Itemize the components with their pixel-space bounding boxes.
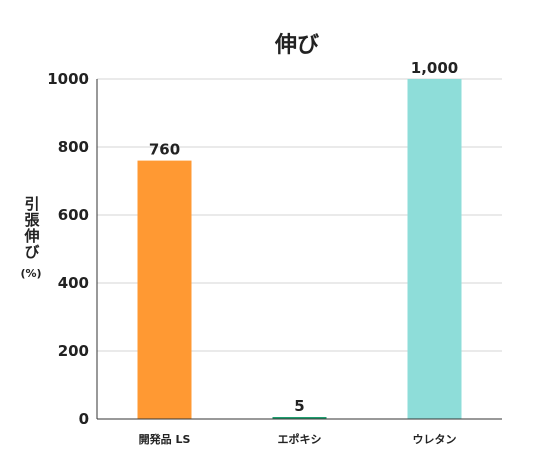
- y-tick-label: 200: [58, 342, 89, 360]
- y-axis-unit: (%): [20, 267, 42, 280]
- y-tick-label: 800: [58, 138, 89, 156]
- chart-title: 伸び: [274, 33, 319, 58]
- bar: [407, 79, 462, 419]
- bar: [137, 160, 192, 419]
- y-tick-label: 600: [58, 206, 89, 224]
- x-tick-label: エポキシ: [278, 432, 322, 446]
- y-tick-label: 400: [58, 274, 89, 292]
- y-axis-label: 引張伸び (%): [20, 196, 42, 282]
- y-axis-title: 引張伸び: [22, 196, 41, 260]
- y-axis-ticks: 0 200 400 600 800 1000: [47, 70, 89, 428]
- x-axis-ticks: 開発品 LS エポキシ ウレタン: [139, 432, 457, 446]
- x-tick-label: 開発品 LS: [139, 432, 191, 446]
- data-label: 760: [149, 141, 180, 159]
- x-tick-label: ウレタン: [413, 433, 457, 446]
- data-label: 5: [294, 397, 304, 415]
- y-tick-label: 1000: [47, 70, 89, 88]
- y-tick-label: 0: [79, 410, 89, 428]
- axes: [96, 79, 502, 420]
- bars: [137, 79, 462, 419]
- value-labels: 760 5 1,000: [149, 59, 458, 415]
- data-label: 1,000: [411, 59, 458, 77]
- bar: [272, 417, 327, 419]
